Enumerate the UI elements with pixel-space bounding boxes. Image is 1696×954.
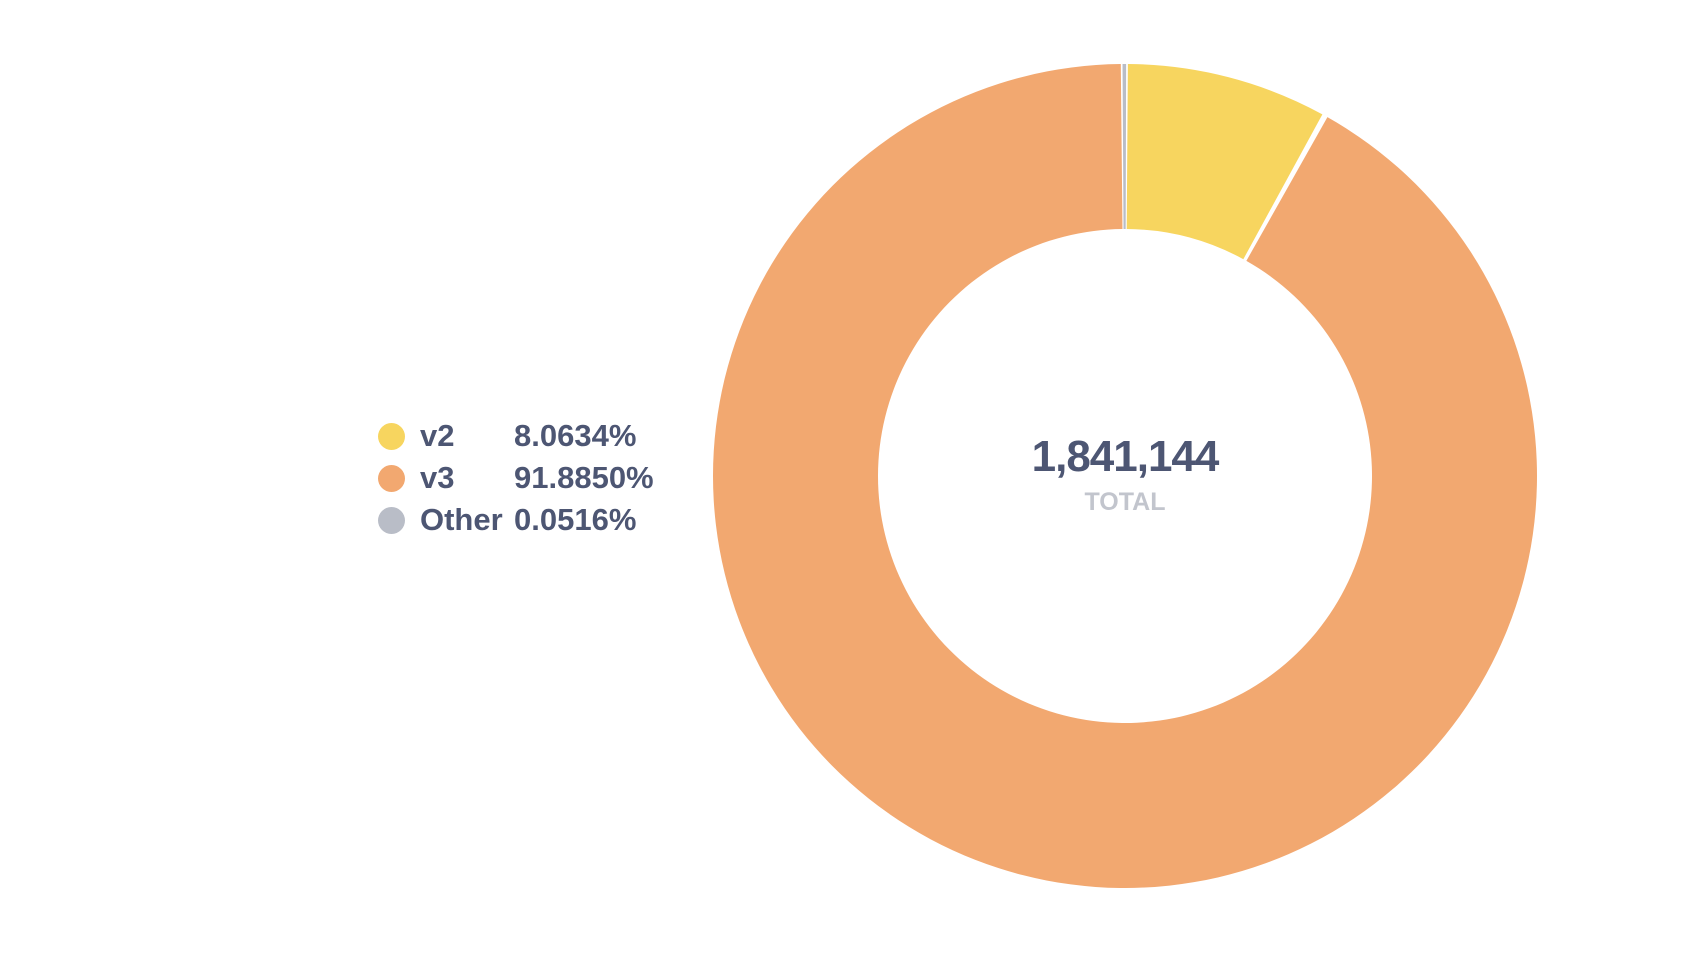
center-total: 1,841,144 [1031, 432, 1220, 481]
legend-label-v3: v3 [420, 460, 455, 495]
legend-dot-v3 [378, 464, 405, 492]
donut-slice-other[interactable] [1122, 64, 1127, 230]
donut-slice-v2[interactable] [1126, 64, 1323, 260]
legend-label-other: Other [420, 502, 503, 537]
donut-slice-v3[interactable] [713, 64, 1537, 888]
legend-label-v2: v2 [420, 418, 455, 453]
legend-dot-other [378, 506, 405, 534]
legend-value-v2: 8.0634% [514, 418, 637, 453]
legend-value-other: 0.0516% [514, 502, 637, 537]
legend-dot-v2 [378, 422, 405, 450]
legend-value-v3: 91.8850% [514, 460, 654, 495]
center-caption: TOTAL [1084, 488, 1166, 516]
legend: v2 8.0634% v3 91.8850% Other 0.0516% [378, 415, 654, 541]
